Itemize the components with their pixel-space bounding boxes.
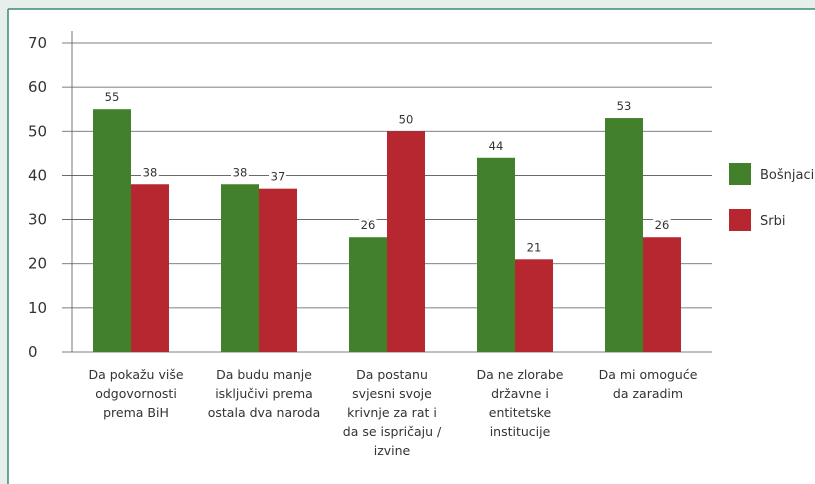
data-label: 50 (399, 112, 414, 126)
bar (515, 259, 553, 352)
data-label: 21 (527, 240, 542, 254)
bar (93, 109, 131, 352)
x-tick-label: krivnje za rat i (347, 405, 437, 420)
bar (387, 131, 425, 352)
y-tick-label: 60 (28, 78, 47, 96)
data-label: 38 (233, 165, 248, 179)
x-tick-label: izvine (374, 443, 411, 458)
bar (349, 237, 387, 352)
bar (221, 184, 259, 352)
x-tick-label: Da pokažu više (88, 367, 183, 382)
bar (131, 184, 169, 352)
data-label: 55 (105, 90, 120, 104)
x-tick-label: Da ne zlorabe (477, 367, 564, 382)
bar (477, 157, 515, 352)
y-tick-label: 40 (28, 166, 47, 184)
data-label: 53 (617, 99, 632, 113)
legend-swatch (729, 163, 751, 185)
data-label: 37 (271, 170, 286, 184)
legend-label: Srbi (760, 214, 785, 229)
data-label: 38 (143, 165, 158, 179)
x-tick-label: ostala dva naroda (208, 405, 320, 420)
y-tick-label: 30 (28, 211, 47, 229)
x-tick-label: Da mi omoguće (599, 367, 698, 382)
y-tick-label: 20 (28, 255, 47, 273)
y-tick-label: 10 (28, 299, 47, 317)
legend-swatch (729, 209, 751, 231)
bar (605, 118, 643, 353)
x-tick-label: svjesni svoje (352, 386, 432, 401)
legend-label: Bošnjaci (760, 168, 814, 183)
y-tick-label: 50 (28, 122, 47, 140)
data-label: 26 (361, 218, 376, 232)
x-tick-label: državne i (491, 386, 549, 401)
x-tick-label: institucije (490, 424, 551, 439)
x-tick-label: da se ispričaju / (343, 424, 442, 439)
y-tick-label: 0 (28, 343, 38, 361)
x-tick-label: Da postanu (356, 367, 428, 382)
y-tick-label: 70 (28, 34, 47, 52)
bar (643, 237, 681, 352)
x-tick-label: da zaradim (613, 386, 683, 401)
data-label: 44 (489, 139, 504, 153)
x-tick-label: odgovornosti (95, 386, 177, 401)
x-tick-label: entitetske (489, 405, 552, 420)
x-tick-label: prema BiH (103, 405, 169, 420)
bar (259, 188, 297, 352)
x-tick-label: Da budu manje (216, 367, 312, 382)
x-tick-label: isključivi prema (215, 386, 313, 401)
data-label: 26 (655, 218, 670, 232)
